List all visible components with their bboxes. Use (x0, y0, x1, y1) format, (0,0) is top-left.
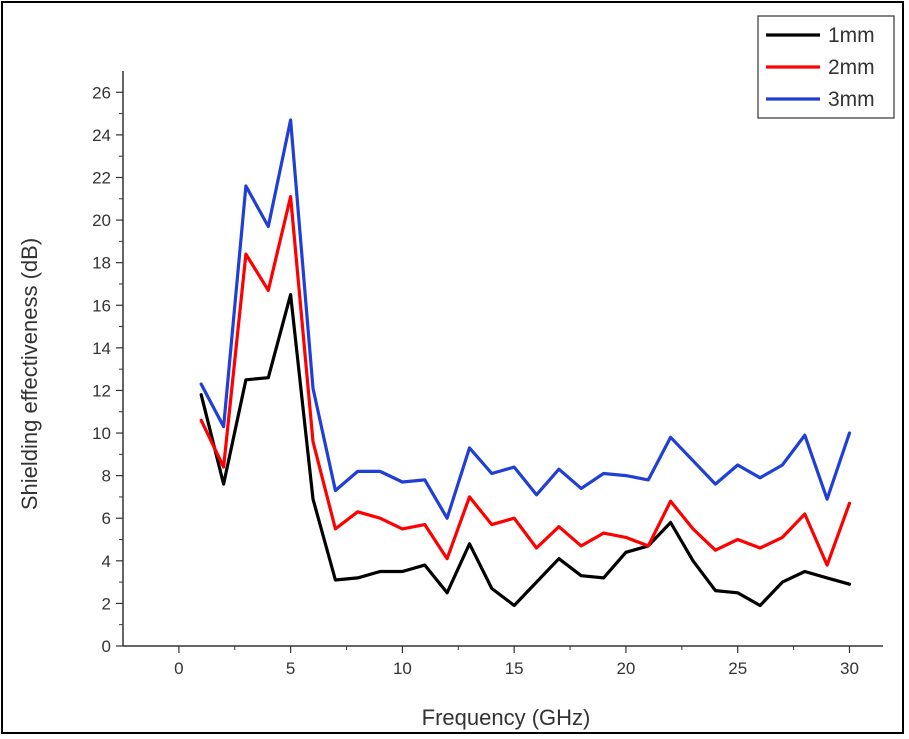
y-tick-label: 0 (102, 637, 111, 656)
plot-lines (199, 118, 852, 608)
y-tick-label: 20 (92, 211, 111, 230)
axes (122, 71, 883, 647)
y-tick-label: 10 (92, 424, 111, 443)
y-tick-label: 4 (102, 552, 111, 571)
x-tick-label: 25 (728, 659, 747, 678)
x-tick-label: 20 (616, 659, 635, 678)
y-tick-label: 22 (92, 168, 111, 187)
series-line-3mm (199, 118, 852, 520)
legend-label-1mm: 1mm (828, 24, 875, 47)
y-tick-label: 16 (92, 296, 111, 315)
series-line-2mm (199, 195, 852, 567)
y-tick-label: 12 (92, 381, 111, 400)
x-tick-label: 10 (393, 659, 412, 678)
y-tick-label: 24 (92, 126, 111, 145)
y-tick-label: 14 (92, 339, 111, 358)
x-tick-label: 0 (174, 659, 183, 678)
x-tick-label: 5 (286, 659, 295, 678)
series-line-1mm (199, 293, 852, 608)
x-axis-title: Frequency (GHz) (422, 705, 591, 730)
x-tick-label: 15 (505, 659, 524, 678)
y-tick-label: 8 (102, 467, 111, 486)
y-tick-label: 6 (102, 509, 111, 528)
legend-label-3mm: 3mm (828, 88, 875, 111)
y-tick-label: 2 (102, 594, 111, 613)
y-tick-label: 26 (92, 83, 111, 102)
legend: 1mm 2mm 3mm (757, 15, 895, 119)
legend-label-2mm: 2mm (828, 56, 875, 79)
x-tick-label: 30 (840, 659, 859, 678)
y-axis-title: Shielding effectiveness (dB) (17, 238, 42, 510)
y-tick-label: 18 (92, 254, 111, 273)
